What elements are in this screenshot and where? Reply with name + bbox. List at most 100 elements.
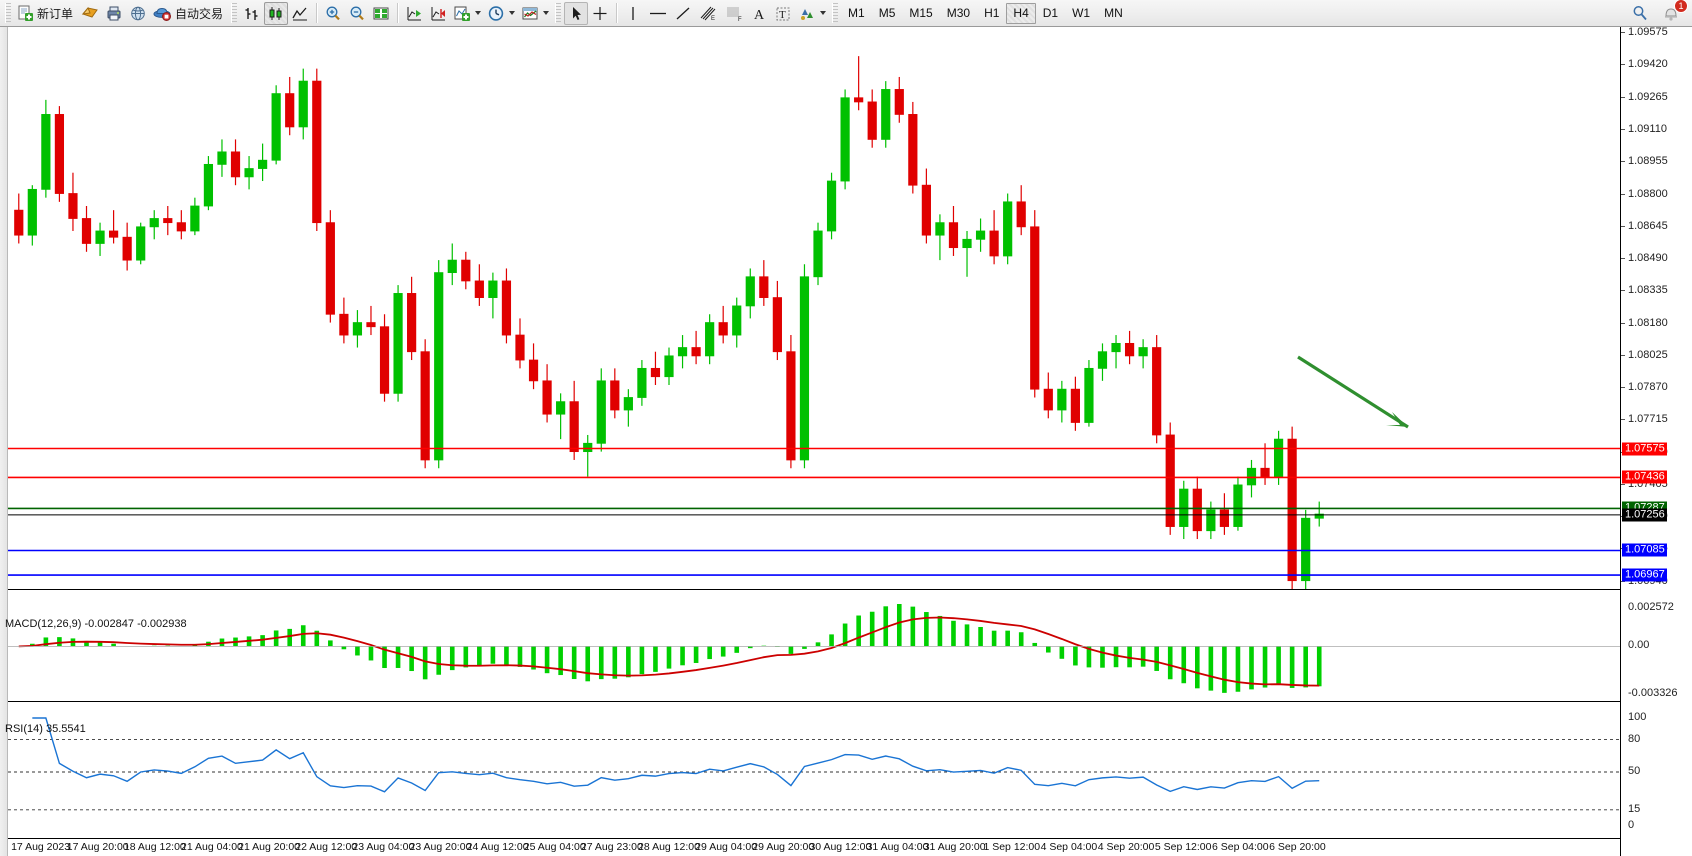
timeframe-h1[interactable]: H1 xyxy=(984,6,1000,20)
time-axis-label: 29 Aug 04:00 xyxy=(695,841,758,853)
price-axis-label: 1.09420 xyxy=(1628,58,1668,71)
text-label-icon: T xyxy=(776,7,790,21)
timeframe-m15[interactable]: M15 xyxy=(909,6,933,20)
timeframe-m5[interactable]: M5 xyxy=(878,6,896,20)
chart-area[interactable]: EURUSD-,H4 1.07258 1.07275 1.07233 1.072… xyxy=(0,26,1692,856)
fibonacci-button[interactable]: F xyxy=(721,2,747,25)
price-axis-label: 1.08335 xyxy=(1628,284,1668,297)
chevron-down-icon-3[interactable] xyxy=(543,11,550,15)
timeframe-m1[interactable]: M1 xyxy=(848,6,865,20)
macd-label: MACD(12,26,9) -0.002847 -0.002938 xyxy=(5,618,187,630)
time-axis-label: 6 Sep 04:00 xyxy=(1211,841,1269,853)
indicators-button[interactable] xyxy=(78,2,102,25)
resistance-line-2-tag[interactable]: 1.07436 xyxy=(1622,470,1667,484)
arrow-cursor-icon xyxy=(573,6,582,20)
zoom-out-button[interactable] xyxy=(345,2,369,25)
indicator-list-button[interactable] xyxy=(450,2,484,25)
support-line-1-tag[interactable]: 1.07085 xyxy=(1622,543,1667,557)
chart-shift-button[interactable] xyxy=(426,2,450,25)
toolbar-grip-4[interactable] xyxy=(832,3,839,23)
tile-windows-button[interactable] xyxy=(369,2,393,25)
svg-text:A: A xyxy=(754,8,765,22)
rsi-pane[interactable] xyxy=(8,701,1620,838)
timeframe-d1[interactable]: D1 xyxy=(1042,6,1059,20)
time-axis-label: 22 Aug 12:00 xyxy=(295,841,358,853)
resistance-line-1-tag[interactable]: 1.07575 xyxy=(1622,442,1667,455)
price-axis-tick xyxy=(1621,322,1625,324)
shapes-button[interactable] xyxy=(795,2,829,25)
hat-icon xyxy=(153,7,172,21)
macd-axis-label: -0.003326 xyxy=(1628,687,1678,699)
rsi-indicator-chart xyxy=(8,717,1620,811)
toolbar-grip-2[interactable] xyxy=(231,3,238,23)
price-axis-tick xyxy=(1621,96,1625,98)
time-axis-label: 17 Aug 20:00 xyxy=(66,841,129,853)
text-label-button[interactable]: T xyxy=(771,2,795,25)
price-axis-tick xyxy=(1621,419,1625,421)
price-axis-tick xyxy=(1621,128,1625,130)
chevron-down-icon[interactable] xyxy=(475,11,482,15)
toolbar-grip[interactable] xyxy=(5,3,11,23)
text-a-icon: A xyxy=(754,8,765,22)
current-price-line-tag[interactable]: 1.07256 xyxy=(1622,508,1667,522)
zoom-out-icon xyxy=(350,6,364,20)
auto-scroll-button[interactable] xyxy=(402,2,426,25)
timeframe-h4[interactable]: H4 xyxy=(1006,2,1036,24)
time-axis-label: 1 Sep 12:00 xyxy=(983,841,1041,853)
price-axis-label: 1.08645 xyxy=(1628,219,1668,232)
price-axis-tick xyxy=(1621,387,1625,389)
notifications-button[interactable]: 1 xyxy=(1658,0,1688,25)
document-plus-icon xyxy=(18,5,33,21)
text-button[interactable]: A xyxy=(747,2,771,25)
price-axis-tick xyxy=(1621,258,1625,260)
chevron-down-icon-4[interactable] xyxy=(820,11,827,15)
chevron-down-icon-2[interactable] xyxy=(509,11,516,15)
down-trend-arrow xyxy=(1297,355,1409,429)
price-pane[interactable] xyxy=(8,27,1620,589)
zoom-in-button[interactable] xyxy=(321,2,345,25)
rsi-axis-label: 15 xyxy=(1628,802,1641,815)
toolbar-separator-2 xyxy=(397,3,399,23)
strategy-tester-button[interactable] xyxy=(102,2,126,25)
period-button[interactable] xyxy=(484,2,518,25)
auto-trading-button[interactable]: 自动交易 xyxy=(150,2,228,25)
template-icon xyxy=(522,7,538,19)
candlestick-chart-button[interactable] xyxy=(264,1,289,25)
new-order-button[interactable]: 新订单 xyxy=(14,2,78,25)
timeframe-m30[interactable]: M30 xyxy=(946,6,971,20)
rsi-axis-label: 100 xyxy=(1628,711,1647,723)
price-axis[interactable]: 1.09575 1.09420 1.09265 1.09110 1.08955 1.088… xyxy=(1620,26,1692,856)
toolbar-grip-3[interactable] xyxy=(555,3,562,23)
templates-button[interactable] xyxy=(518,2,552,25)
time-axis-label: 30 Aug 12:00 xyxy=(809,841,872,853)
chart-left-gutter xyxy=(0,27,8,856)
bar-chart-button[interactable] xyxy=(240,2,264,25)
vertical-line-button[interactable] xyxy=(621,2,645,25)
main-toolbar: 新订单 xyxy=(0,0,1692,27)
search-button[interactable] xyxy=(1628,2,1652,25)
price-axis-label: 1.08955 xyxy=(1628,155,1668,168)
time-axis-label: 17 Aug 2023 xyxy=(11,841,71,853)
shapes-icon xyxy=(801,8,814,20)
cursor-button[interactable] xyxy=(564,1,589,25)
line-chart-icon xyxy=(292,7,308,20)
time-axis-label: 25 Aug 04:00 xyxy=(523,841,586,853)
line-chart-button[interactable] xyxy=(288,2,312,25)
timeframe-w1[interactable]: W1 xyxy=(1072,6,1091,20)
support-line-2-tag[interactable]: 1.06967 xyxy=(1622,568,1667,582)
toolbar-separator-3 xyxy=(616,3,618,23)
macd-pane[interactable] xyxy=(8,589,1620,701)
crosshair-button[interactable] xyxy=(588,2,612,25)
time-axis-label: 5 Sep 12:00 xyxy=(1154,841,1212,853)
equidistant-channel-button[interactable]: E xyxy=(695,2,721,25)
bar-chart-icon xyxy=(245,7,258,20)
time-axis-label: 31 Aug 20:00 xyxy=(923,841,986,853)
svg-text:E: E xyxy=(711,16,715,22)
trendline-button[interactable] xyxy=(671,2,695,25)
horizontal-line-button[interactable] xyxy=(645,2,671,25)
market-watch-button[interactable] xyxy=(126,2,150,25)
time-axis[interactable]: 17 Aug 2023 17 Aug 20:00 18 Aug 12:00 21 Au… xyxy=(8,838,1620,856)
time-axis-label: 24 Aug 12:00 xyxy=(466,841,529,853)
macd-axis-label: 0.002572 xyxy=(1628,601,1674,613)
timeframe-mn[interactable]: MN xyxy=(1104,6,1123,20)
